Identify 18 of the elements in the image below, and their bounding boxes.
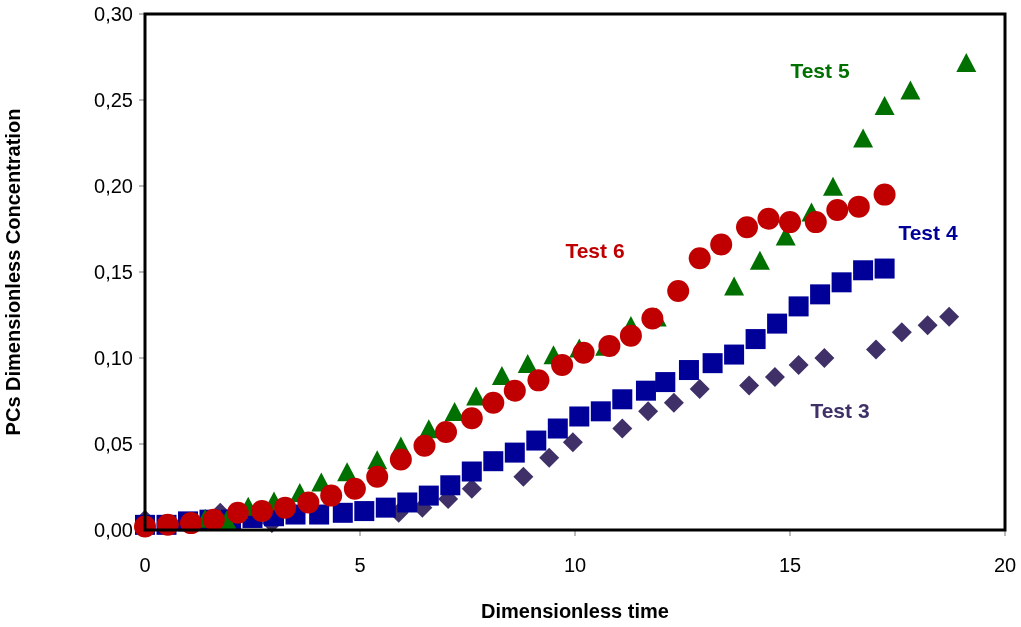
y-tick-label: 0,15 [94,261,133,283]
series-label: Test 3 [810,399,870,422]
x-tick-label: 0 [139,554,151,576]
y-tick-label: 0,05 [94,433,133,455]
x-tick-label: 10 [563,554,587,576]
x-tick-label: 20 [993,554,1017,576]
series-label: Test 5 [790,59,850,82]
text: Test 6 [565,239,625,262]
x-tick-label: 15 [778,554,802,576]
series-label: Test 4 [898,221,958,244]
x-axis-title: Dimensionless time [481,600,669,622]
y-tick-label: 0,25 [94,89,133,111]
y-tick-label: 0,00 [94,519,133,541]
y-axis-title: PCs Dimensionless Concentration [2,108,24,436]
y-tick-label: 0,30 [94,3,133,25]
x-tick-label: 5 [354,554,366,576]
y-tick-label: 0,10 [94,347,133,369]
y-tick-label: 0,20 [94,175,133,197]
